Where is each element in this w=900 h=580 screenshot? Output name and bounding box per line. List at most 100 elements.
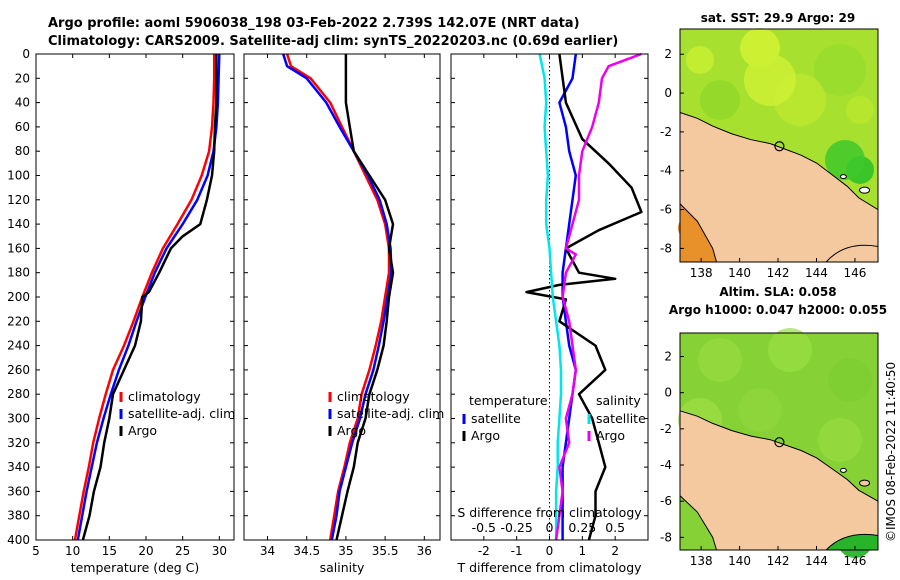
map-y-tick-label: -2 bbox=[660, 422, 672, 436]
sla-texture bbox=[828, 358, 872, 402]
float-position-marker bbox=[774, 437, 785, 448]
legend-label: climatology bbox=[337, 389, 410, 404]
x-tick-label: 5 bbox=[32, 544, 40, 558]
x2-tick-label: -0.25 bbox=[500, 520, 532, 535]
map-y-tick-label: -6 bbox=[660, 494, 672, 508]
legend-label: satellite bbox=[471, 411, 521, 426]
x-tick-label: 15 bbox=[102, 544, 117, 558]
map-x-tick-label: 144 bbox=[805, 266, 828, 280]
y-tick-label: 360 bbox=[7, 484, 30, 498]
y-tick-label: 100 bbox=[7, 169, 30, 183]
map-y-tick-label: -6 bbox=[660, 203, 672, 217]
sla-texture bbox=[768, 328, 812, 372]
figure-title-line2: Climatology: CARS2009. Satellite-adj cli… bbox=[48, 34, 618, 49]
map-y-tick-label: -8 bbox=[660, 530, 672, 544]
y-tick-label: 280 bbox=[7, 387, 30, 401]
map-x-tick-label: 146 bbox=[843, 554, 866, 568]
y-tick-label: 120 bbox=[7, 193, 30, 207]
y-tick-label: 0 bbox=[22, 47, 30, 61]
map-y-tick-label: -8 bbox=[660, 241, 672, 255]
difference-profile-plot: -2 -1 0 1 2 T difference from climatology S di… bbox=[450, 52, 649, 575]
series-t-argo bbox=[525, 53, 643, 541]
x-tick-label: 1 bbox=[579, 544, 587, 558]
legend-title-temperature: temperature bbox=[469, 393, 548, 408]
figure-title-line1: Argo profile: aoml 5906038_198 03-Feb-20… bbox=[48, 16, 580, 31]
legend-title-salinity: salinity bbox=[596, 393, 641, 408]
series-argo bbox=[335, 54, 395, 541]
sst-texture bbox=[686, 46, 714, 74]
temperature-profile-plot: 0 20 40 60 80 100 120 140 160 180 200 220 240 260 280 3… bbox=[7, 47, 235, 575]
series-climatology bbox=[285, 53, 391, 541]
map-x-tick-label: 144 bbox=[805, 554, 828, 568]
x2-axis-label: S difference from climatology bbox=[457, 505, 642, 520]
y-tick-label: 180 bbox=[7, 266, 30, 280]
map-x-tick-label: 140 bbox=[728, 554, 751, 568]
x-tick-label: 25 bbox=[175, 544, 190, 558]
y-tick-label: 220 bbox=[7, 314, 30, 328]
island bbox=[839, 174, 847, 180]
x-tick-label: 30 bbox=[212, 544, 227, 558]
x2-tick-label: 0 bbox=[546, 520, 554, 535]
x-axis-label: temperature (deg C) bbox=[71, 560, 200, 575]
sla-texture bbox=[818, 418, 862, 462]
y-tick-label: 300 bbox=[7, 412, 30, 426]
x-axis-label: salinity bbox=[320, 560, 365, 575]
sst-map-title: sat. SST: 29.9 Argo: 29 bbox=[701, 11, 855, 25]
sst-texture bbox=[814, 44, 866, 96]
x-tick-label: -2 bbox=[478, 544, 490, 558]
legend-label: Argo bbox=[596, 428, 625, 443]
temperature-plot-area bbox=[36, 54, 234, 540]
x-tick-label: 35 bbox=[338, 544, 353, 558]
island bbox=[859, 186, 871, 194]
series-satellite-adj-clim bbox=[282, 53, 393, 541]
salinity-plot-area bbox=[244, 54, 440, 540]
y-tick-label: 200 bbox=[7, 290, 30, 304]
map-y-tick-label: 0 bbox=[664, 86, 672, 100]
x-tick-label: 10 bbox=[65, 544, 80, 558]
series-argo bbox=[81, 54, 218, 541]
x-tick-label: 2 bbox=[611, 544, 619, 558]
map-y-tick-label: 2 bbox=[664, 47, 672, 61]
map-y-tick-label: -4 bbox=[660, 458, 672, 472]
y-tick-label: 380 bbox=[7, 509, 30, 523]
sla-texture bbox=[738, 388, 782, 432]
x-tick-label: 20 bbox=[138, 544, 153, 558]
map-y-tick-label: -4 bbox=[660, 164, 672, 178]
sla-map-frame bbox=[679, 332, 879, 551]
y-tick-label: 160 bbox=[7, 241, 30, 255]
map-x-tick-label: 138 bbox=[690, 554, 713, 568]
legend-label: Argo bbox=[128, 423, 157, 438]
x-tick-label: 34.5 bbox=[293, 544, 320, 558]
sst-texture bbox=[700, 80, 740, 120]
x-tick-label: 0 bbox=[546, 544, 554, 558]
sst-map: 138 140 142 144 146 2 0 -2 -4 -6 -8 bbox=[660, 28, 879, 280]
y-tick-label: 80 bbox=[15, 144, 30, 158]
series-s-satellite bbox=[538, 53, 563, 540]
map-x-tick-label: 142 bbox=[767, 266, 790, 280]
map-y-tick-label: -2 bbox=[660, 125, 672, 139]
x-tick-label: -1 bbox=[511, 544, 523, 558]
map-x-tick-label: 140 bbox=[728, 266, 751, 280]
y-tick-label: 240 bbox=[7, 339, 30, 353]
x2-tick-label: 0.5 bbox=[605, 520, 625, 535]
y-tick-label: 40 bbox=[15, 96, 30, 110]
map-y-tick-label: 0 bbox=[664, 386, 672, 400]
map-y-tick-label: 2 bbox=[664, 350, 672, 364]
legend-label: climatology bbox=[128, 389, 201, 404]
legend-label: satellite-adj. clim bbox=[337, 406, 444, 421]
y-tick-label: 60 bbox=[15, 120, 30, 134]
y-tick-label: 400 bbox=[7, 533, 30, 547]
x-tick-label: 36 bbox=[417, 544, 432, 558]
sst-texture bbox=[825, 140, 865, 180]
temperature-frame bbox=[35, 53, 235, 541]
sla-map-title-line2: Argo h1000: 0.047 h2000: 0.055 bbox=[669, 303, 887, 317]
series-s-argo bbox=[554, 52, 642, 541]
x-axis-label: T difference from climatology bbox=[456, 560, 642, 575]
salinity-profile-plot: 34 34.5 35 35.5 36 salinity climatology satelli… bbox=[243, 53, 444, 575]
differences-frame bbox=[450, 53, 649, 541]
float-position-marker bbox=[774, 141, 785, 152]
sst-texture bbox=[744, 54, 796, 106]
y-tick-label: 340 bbox=[7, 460, 30, 474]
legend-label: satellite-adj. clim bbox=[128, 406, 235, 421]
x-tick-label: 34 bbox=[260, 544, 275, 558]
